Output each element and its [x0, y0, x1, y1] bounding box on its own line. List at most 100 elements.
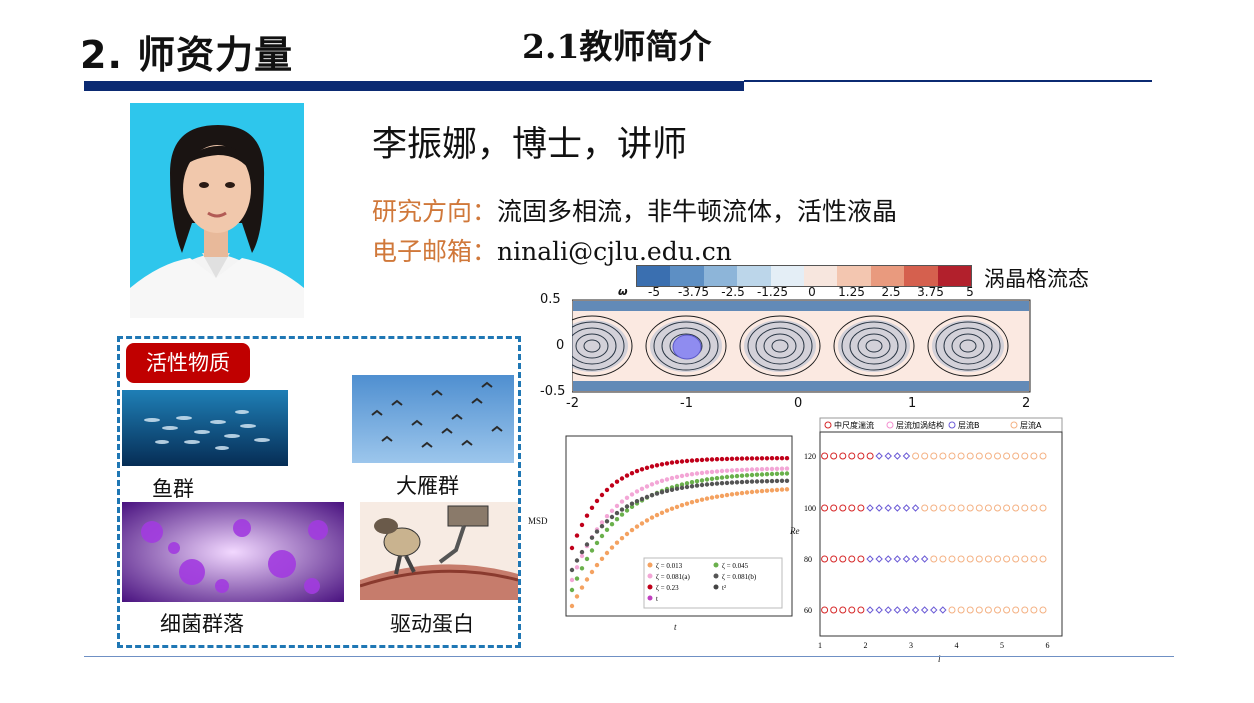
re-point — [975, 452, 983, 460]
re-x-tick: 6 — [1046, 641, 1050, 650]
msd-point — [714, 469, 720, 474]
re-legend-label: 中尺度湍流 — [834, 420, 874, 430]
msd-point — [579, 566, 585, 571]
msd-point — [619, 476, 625, 481]
msd-point — [664, 461, 670, 466]
vorticity-colorbar — [636, 265, 972, 287]
msd-point — [704, 482, 710, 487]
bacteria-colony-image — [122, 502, 344, 602]
msd-point — [709, 469, 715, 475]
msd-point — [689, 472, 695, 477]
msd-point — [714, 494, 720, 499]
msd-point — [679, 459, 685, 464]
msd-point — [599, 533, 605, 539]
msd-point — [624, 504, 630, 509]
msd-point — [719, 475, 725, 480]
re-point — [1021, 606, 1029, 614]
msd-point — [784, 456, 790, 461]
msd-point — [754, 456, 760, 461]
msd-point — [664, 508, 670, 513]
streamline — [857, 333, 891, 359]
msd-point — [724, 474, 730, 480]
kinesin-image — [360, 502, 518, 600]
msd-point — [749, 472, 755, 478]
msd-point — [649, 493, 655, 498]
streamline — [833, 315, 915, 377]
re-point — [984, 606, 992, 614]
msd-point — [604, 514, 610, 519]
streamline — [645, 315, 727, 377]
msd-point — [784, 471, 790, 476]
re-point — [939, 504, 947, 512]
msd-point — [779, 466, 785, 471]
re-point — [875, 555, 883, 563]
re-point — [957, 452, 965, 460]
re-x-tick: 4 — [955, 641, 959, 650]
msd-point — [699, 470, 705, 476]
msd-point — [594, 562, 600, 568]
re-point — [857, 606, 865, 614]
re-point — [994, 452, 1001, 460]
colorbar-tick-label: -1.25 — [756, 285, 789, 299]
msd-point — [769, 488, 775, 493]
re-point — [939, 452, 947, 460]
re-point — [911, 504, 920, 512]
colorbar-swatch — [837, 266, 871, 286]
vortex-core — [556, 320, 628, 372]
msd-point — [759, 472, 765, 477]
msd-point — [629, 504, 635, 509]
msd-point — [639, 521, 645, 526]
active-matter-box — [117, 336, 521, 648]
re-y-tick: 60 — [804, 606, 812, 615]
msd-point — [654, 491, 660, 496]
msd-legend-marker — [647, 595, 653, 601]
msd-point — [784, 466, 790, 471]
msd-point — [684, 501, 690, 506]
re-point — [966, 555, 974, 563]
re-point — [866, 504, 874, 512]
msd-point — [659, 478, 665, 483]
re-point — [830, 504, 838, 512]
msd-point — [704, 477, 710, 482]
re-point — [893, 452, 902, 460]
re-point — [866, 452, 874, 460]
re-point — [902, 555, 911, 563]
re-point — [1030, 452, 1038, 460]
msd-point — [594, 498, 600, 504]
msd-legend-label: t² — [722, 584, 726, 592]
msd-point — [679, 485, 685, 490]
msd-point — [779, 478, 785, 483]
msd-point — [704, 496, 710, 501]
msd-point — [614, 510, 620, 516]
msd-point — [754, 479, 760, 484]
re-point — [911, 606, 920, 614]
msd-point — [639, 467, 645, 472]
portrait-photo — [130, 103, 304, 318]
msd-point — [709, 481, 715, 487]
msd-point — [704, 470, 710, 475]
colorbar-tick-label: 0 — [808, 285, 816, 299]
msd-point — [649, 515, 655, 520]
teacher-name-title: 李振娜，博士，讲师 — [372, 125, 688, 165]
re-point — [930, 555, 938, 563]
msd-point — [574, 565, 580, 570]
msd-point — [699, 478, 705, 483]
colorbar-tick-label: -2.5 — [721, 285, 745, 299]
msd-point — [629, 527, 635, 533]
colorbar-swatch — [637, 266, 671, 286]
streamline — [771, 339, 789, 353]
msd-point — [649, 464, 655, 469]
msd-point — [719, 468, 725, 474]
msd-plot: ζ = 0.013 ζ = 0.045 ζ = 0.081(a) ζ = 0.081(… — [528, 430, 800, 644]
msd-point — [634, 524, 640, 529]
re-legend-label: 层流B — [958, 420, 980, 430]
msd-point — [624, 495, 630, 500]
msd-point — [714, 481, 720, 486]
re-point — [884, 452, 892, 460]
re-point — [1003, 555, 1011, 563]
msd-series — [569, 478, 790, 573]
msd-point — [704, 457, 710, 462]
msd-point — [574, 533, 580, 538]
streamline — [755, 327, 805, 365]
msd-point — [604, 550, 610, 556]
